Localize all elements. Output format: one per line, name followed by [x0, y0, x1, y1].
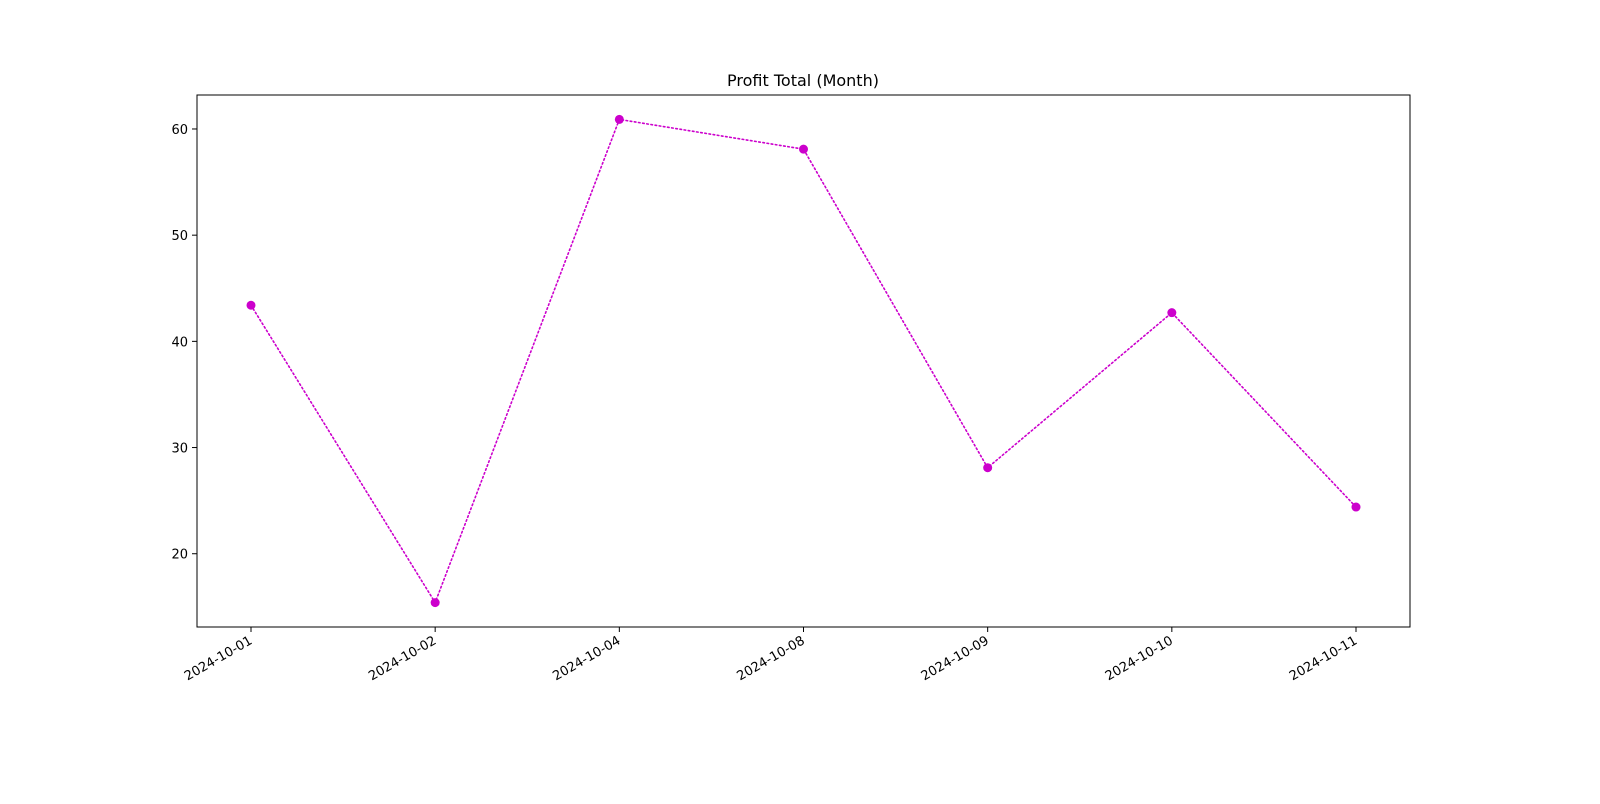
data-point-marker — [1167, 308, 1177, 318]
data-point-marker — [799, 144, 808, 154]
y-tick-label: 60 — [171, 123, 188, 138]
data-point-marker — [983, 463, 993, 473]
chart-title: Profit Total (Month) — [727, 71, 879, 90]
y-tick-label: 20 — [171, 548, 188, 563]
data-point-marker — [430, 598, 440, 608]
data-point-marker — [246, 300, 256, 310]
y-tick-label: 30 — [171, 442, 188, 457]
series-layer — [246, 114, 1361, 608]
data-point-marker — [614, 114, 624, 124]
y-tick-label: 50 — [171, 229, 188, 244]
y-tick-label: 40 — [171, 335, 188, 350]
y-axis: 20 30 40 50 60 — [171, 123, 197, 563]
data-point-marker — [1351, 502, 1361, 512]
